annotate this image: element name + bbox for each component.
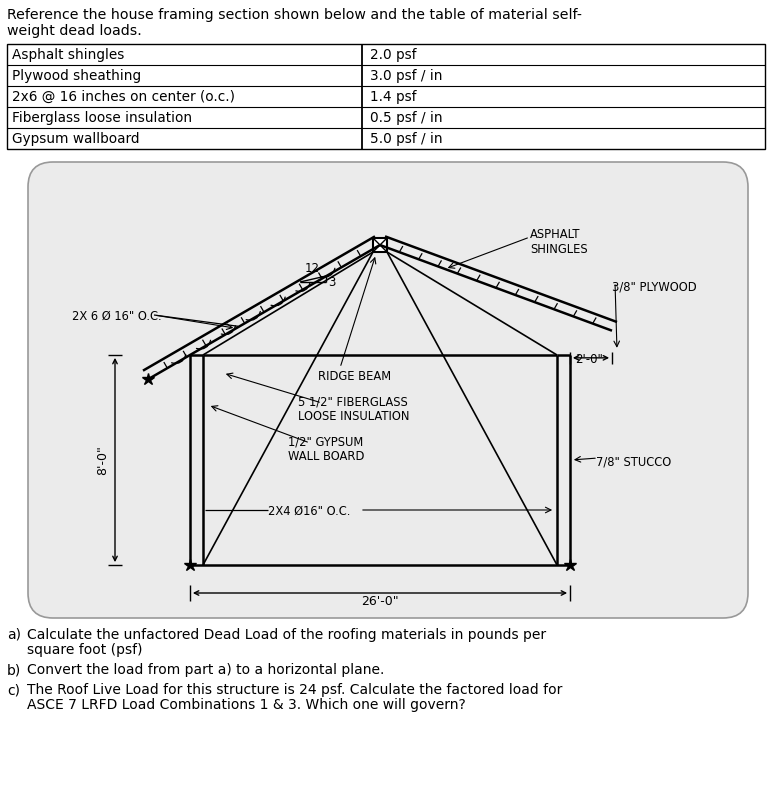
Text: 2'-0": 2'-0" — [575, 353, 603, 366]
Text: ASCE 7 LRFD Load Combinations 1 & 3. Which one will govern?: ASCE 7 LRFD Load Combinations 1 & 3. Whi… — [27, 698, 466, 712]
Text: 3.0 psf / in: 3.0 psf / in — [370, 69, 442, 83]
Text: 1.4 psf: 1.4 psf — [370, 90, 417, 104]
Text: 2x6 @ 16 inches on center (o.c.): 2x6 @ 16 inches on center (o.c.) — [12, 90, 235, 104]
Bar — [373, 238, 387, 252]
Text: Gypsum wallboard: Gypsum wallboard — [12, 132, 140, 146]
Text: 7/8" STUCCO: 7/8" STUCCO — [596, 455, 671, 468]
Text: 12: 12 — [305, 262, 320, 275]
Text: 2X4 Ø16" O.C.: 2X4 Ø16" O.C. — [268, 505, 350, 518]
Text: 26'-0": 26'-0" — [361, 595, 399, 608]
Text: 2X 6 Ø 16" O.C.: 2X 6 Ø 16" O.C. — [72, 310, 161, 323]
Text: weight dead loads.: weight dead loads. — [7, 24, 142, 38]
Text: 0.5 psf / in: 0.5 psf / in — [370, 111, 442, 125]
Text: Calculate the unfactored Dead Load of the roofing materials in pounds per: Calculate the unfactored Dead Load of th… — [27, 628, 546, 642]
Text: ASPHALT
SHINGLES: ASPHALT SHINGLES — [530, 228, 587, 256]
Text: Reference the house framing section shown below and the table of material self-: Reference the house framing section show… — [7, 8, 582, 22]
Text: c): c) — [7, 683, 20, 697]
Text: Convert the load from part a) to a horizontal plane.: Convert the load from part a) to a horiz… — [27, 663, 384, 677]
Text: 3: 3 — [328, 276, 335, 289]
Text: square foot (psf): square foot (psf) — [27, 643, 143, 657]
Text: 2.0 psf: 2.0 psf — [370, 48, 417, 62]
Text: 5.0 psf / in: 5.0 psf / in — [370, 132, 442, 146]
FancyBboxPatch shape — [28, 162, 748, 618]
Text: b): b) — [7, 663, 22, 677]
Text: RIDGE BEAM: RIDGE BEAM — [318, 370, 391, 383]
Text: Asphalt shingles: Asphalt shingles — [12, 48, 124, 62]
Text: Plywood sheathing: Plywood sheathing — [12, 69, 141, 83]
Text: 5 1/2" FIBERGLASS
LOOSE INSULATION: 5 1/2" FIBERGLASS LOOSE INSULATION — [298, 395, 409, 423]
Text: a): a) — [7, 628, 21, 642]
Text: 3/8" PLYWOOD: 3/8" PLYWOOD — [612, 280, 696, 293]
Text: Fiberglass loose insulation: Fiberglass loose insulation — [12, 111, 192, 125]
Text: 1/2" GYPSUM
WALL BOARD: 1/2" GYPSUM WALL BOARD — [288, 435, 364, 463]
Text: 8'-0": 8'-0" — [96, 445, 110, 475]
Bar — [7, 44, 765, 149]
Text: The Roof Live Load for this structure is 24 psf. Calculate the factored load for: The Roof Live Load for this structure is… — [27, 683, 562, 697]
